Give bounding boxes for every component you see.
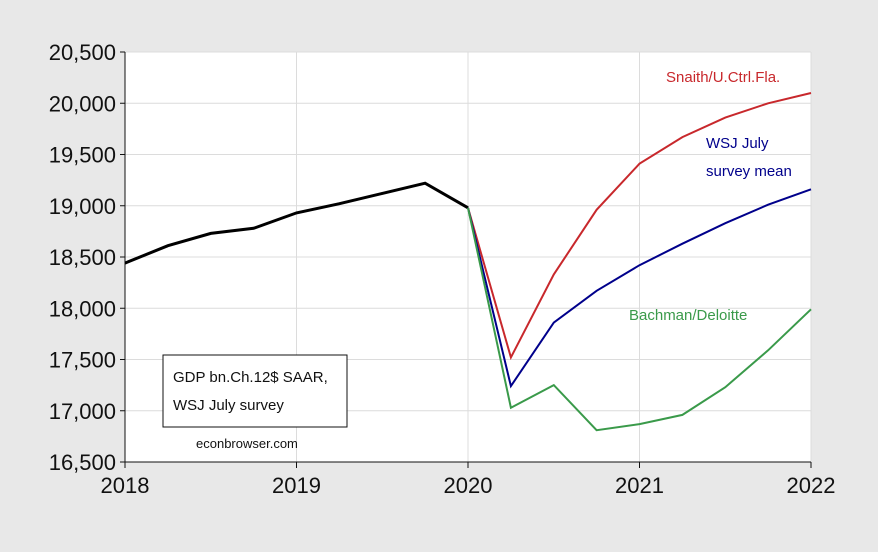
series-line-wsj (467, 188, 812, 389)
series-line-snaith (467, 92, 812, 361)
series-line-history (124, 181, 469, 265)
axes (120, 51, 812, 468)
series-label-wsj-line1: WSJ July (706, 135, 769, 152)
x-axis-tick-labels: 2018 2019 2020 2021 2022 (101, 473, 836, 498)
note-box-frame (162, 354, 348, 428)
x-tick-label: 2021 (615, 473, 664, 498)
x-tick-label: 2022 (787, 473, 836, 498)
y-tick-label: 19,000 (49, 194, 116, 219)
y-tick-label: 20,500 (49, 40, 116, 65)
x-tick-label: 2020 (444, 473, 493, 498)
y-tick-label: 20,000 (49, 91, 116, 116)
series-label-snaith: Snaith/U.Ctrl.Fla. (666, 69, 780, 86)
series-label-wsj-line2: survey mean (706, 163, 792, 180)
note-box-line1: GDP bn.Ch.12$ SAAR, (173, 369, 328, 386)
credit-text: econbrowser.com (196, 436, 298, 451)
y-tick-label: 18,000 (49, 296, 116, 321)
series-line-bachman (467, 207, 812, 432)
x-tick-label: 2018 (101, 473, 150, 498)
y-tick-label: 17,500 (49, 348, 116, 373)
series-label-bachman: Bachman/Deloitte (629, 307, 747, 324)
y-tick-label: 17,000 (49, 399, 116, 424)
y-axis-tick-labels: 16,500 17,000 17,500 18,000 18,500 19,000 19,5… (49, 40, 116, 475)
note-box-line2: WSJ July survey (173, 397, 284, 414)
y-tick-label: 16,500 (49, 450, 116, 475)
y-tick-label: 19,500 (49, 143, 116, 168)
y-tick-label: 18,500 (49, 245, 116, 270)
series-lines (124, 92, 812, 432)
note-box: GDP bn.Ch.12$ SAAR, WSJ July survey (162, 354, 348, 428)
x-tick-label: 2019 (272, 473, 321, 498)
